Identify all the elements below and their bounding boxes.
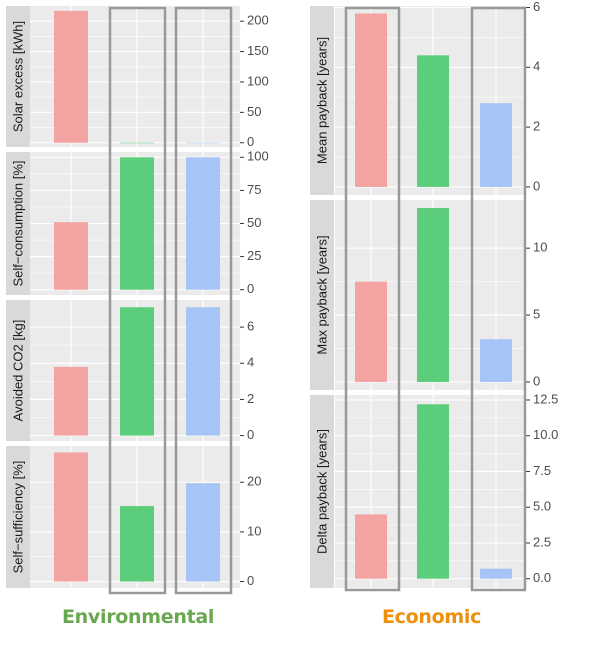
facet-strip <box>310 395 334 588</box>
y-tick-label: 5.0 <box>533 499 551 514</box>
panel-self-sufficiency: Self−sufficiency [%] 0 10 20 <box>6 446 261 588</box>
y-tick-label: 4 <box>247 355 254 370</box>
panel-mean-payback-years: Mean payback [years] 0 2 4 6 <box>310 0 540 195</box>
panel-self-consumption: Self−consumption [%] 0 25 50 75 100 <box>6 149 269 296</box>
environmental-group-label: Environmental <box>62 606 215 628</box>
facet-strip <box>6 152 30 295</box>
y-tick-label: 150 <box>247 43 269 58</box>
facet-strip <box>310 6 334 195</box>
bar <box>355 281 387 382</box>
facet-label: Max payback [years] <box>314 235 329 354</box>
highlight-box <box>174 6 233 595</box>
bar <box>120 307 154 436</box>
y-tick-label: 6 <box>247 319 254 334</box>
y-tick-label: 2 <box>533 119 540 134</box>
y-tick-label: 12.5 <box>533 391 558 406</box>
y-tick-label: 2.5 <box>533 534 551 549</box>
facet-label: Mean payback [years] <box>314 37 329 164</box>
y-tick-label: 0.0 <box>533 570 551 585</box>
y-tick-label: 0 <box>247 573 254 588</box>
bar <box>480 103 512 187</box>
y-tick-label: 75 <box>247 182 261 197</box>
facet-label: Self−consumption [%] <box>10 160 25 286</box>
y-tick-label: 50 <box>247 215 261 230</box>
y-tick-label: 10 <box>247 523 261 538</box>
y-tick-label: 200 <box>247 13 269 28</box>
bar <box>417 55 449 187</box>
bar <box>120 506 154 582</box>
y-tick-label: 0 <box>247 281 254 296</box>
panel-avoided-co2-kg: Avoided CO2 [kg] 0 2 4 6 <box>6 300 254 442</box>
facet-label: Solar excess [kWh] <box>10 21 25 132</box>
y-tick-label: 6 <box>533 0 540 14</box>
highlight-box <box>108 6 167 595</box>
facet-label: Avoided CO2 [kg] <box>10 320 25 422</box>
y-tick-label: 100 <box>247 149 269 164</box>
economic-group-label: Economic <box>382 606 482 628</box>
facet-strip <box>6 446 30 588</box>
bar <box>120 157 154 290</box>
panel-delta-payback-years: Delta payback [years] 0.0 2.5 5.0 7.5 10.0 12.… <box>310 391 558 588</box>
panel-solar-excess-kwh: Solar excess [kWh] 0 50 100 150 200 <box>6 6 269 149</box>
y-tick-label: 25 <box>247 248 261 263</box>
bar <box>480 568 512 579</box>
bar <box>120 142 154 144</box>
bar <box>186 157 220 290</box>
bar <box>480 339 512 382</box>
y-tick-label: 0 <box>533 373 540 388</box>
y-tick-label: 0 <box>533 178 540 193</box>
bar <box>355 13 387 187</box>
bar <box>417 404 449 579</box>
bar <box>54 366 88 436</box>
y-tick-label: 50 <box>247 104 261 119</box>
bar <box>186 142 220 144</box>
bar <box>54 452 88 582</box>
y-tick-label: 7.5 <box>533 463 551 478</box>
y-tick-label: 10 <box>533 240 547 255</box>
facet-strip <box>6 300 30 441</box>
bar <box>186 307 220 436</box>
facet-label: Delta payback [years] <box>314 429 329 554</box>
bar <box>54 10 88 143</box>
bar <box>54 222 88 290</box>
facet-strip <box>310 200 334 390</box>
facet-strip <box>6 6 30 147</box>
y-tick-label: 0 <box>247 134 254 149</box>
y-tick-label: 10.0 <box>533 427 558 442</box>
y-tick-label: 4 <box>533 59 540 74</box>
y-tick-label: 100 <box>247 73 269 88</box>
y-tick-label: 20 <box>247 474 261 489</box>
y-tick-label: 5 <box>533 307 540 322</box>
y-tick-label: 0 <box>247 427 254 442</box>
facet-label: Self−sufficiency [%] <box>10 461 25 574</box>
bar <box>417 208 449 382</box>
panel-max-payback-years: Max payback [years] 0 5 10 <box>310 200 547 390</box>
y-tick-label: 2 <box>247 391 254 406</box>
bar <box>186 483 220 582</box>
highlight-box <box>470 6 527 592</box>
highlight-box <box>344 6 401 592</box>
bar <box>355 514 387 579</box>
